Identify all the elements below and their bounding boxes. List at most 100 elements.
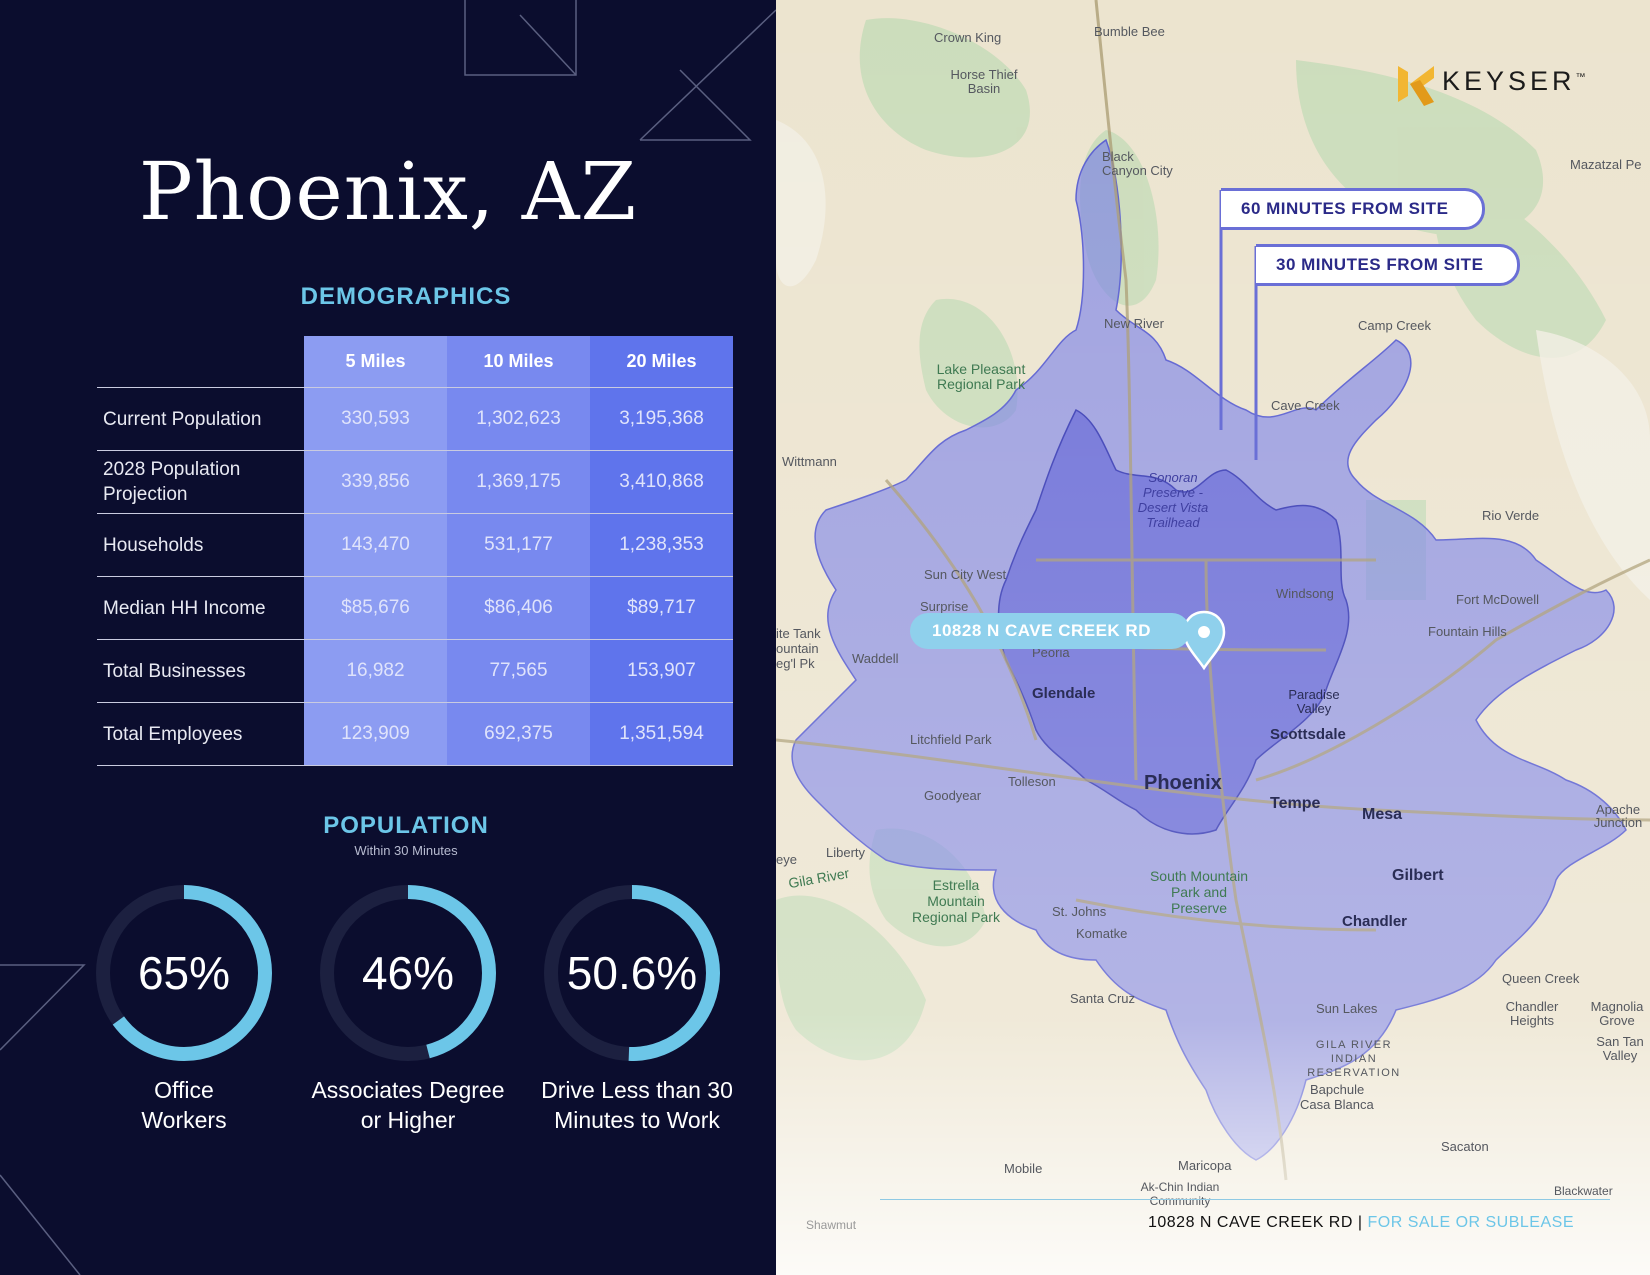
map-label: Sun Lakes: [1316, 1001, 1378, 1016]
map-label: ite Tank ountain eg'l Pk: [776, 626, 821, 671]
drive-time-map[interactable]: Crown King Bumble Bee Horse Thief Basin …: [776, 0, 1650, 1275]
map-label: Waddell: [852, 651, 899, 666]
map-label: Sun City West: [924, 567, 1007, 582]
table-cell: 1,302,623: [447, 387, 590, 451]
table-cell: $89,717: [590, 576, 733, 640]
column-header: 20 Miles: [590, 336, 733, 388]
stat-label-line: Associates Degree: [311, 1077, 505, 1103]
table-cell: 339,856: [304, 450, 447, 514]
ring-arc: [320, 885, 496, 1061]
table-cell: 531,177: [447, 513, 590, 577]
map-label: Ak-Chin Indian Community: [1140, 1180, 1220, 1208]
decorative-lines: [0, 0, 776, 1275]
table-row: Median HH Income $85,676 $86,406 $89,717: [97, 576, 733, 640]
footer-status: FOR SALE OR SUBLEASE: [1367, 1214, 1574, 1231]
map-label: GILA RIVER INDIAN RESERVATION: [1307, 1039, 1401, 1079]
table-corner: [97, 336, 304, 388]
map-label: Goodyear: [924, 788, 982, 803]
map-label: eye: [776, 852, 797, 867]
map-label: New River: [1104, 316, 1164, 331]
table-cell: 692,375: [447, 702, 590, 766]
map-label: Crown King: [934, 30, 1002, 45]
row-label: Median HH Income: [97, 576, 304, 640]
ring-chart: [544, 885, 720, 1061]
logo-word: KEYSER™: [1442, 66, 1590, 96]
table-row: Total Businesses 16,982 77,565 153,907: [97, 639, 733, 703]
table-cell: 3,410,868: [590, 450, 733, 514]
map-label: Camp Creek: [1358, 318, 1431, 333]
table-row: 2028 Population Projection 339,856 1,369…: [97, 450, 733, 514]
map-label: Sacaton: [1441, 1139, 1489, 1154]
map-label: Mazatzal Pe: [1570, 157, 1642, 172]
column-header: 5 Miles: [304, 336, 447, 388]
map-label: Sonoran Preserve -Desert Vista Trailhead: [1137, 470, 1209, 530]
map-label: Mesa: [1362, 806, 1403, 823]
map-label: Apache Junction: [1593, 802, 1643, 830]
stat-label-line: Workers: [141, 1107, 227, 1133]
row-label: Current Population: [97, 387, 304, 451]
map-label: Fort McDowell: [1456, 592, 1540, 607]
map-label: Horse Thief Basin: [950, 67, 1018, 96]
stat-ring: 65%: [94, 883, 274, 1063]
table-cell: 77,565: [447, 639, 590, 703]
footer-divider: [880, 1199, 1610, 1200]
stat-label: Associates Degree or Higher: [298, 1075, 518, 1135]
callout-30-minutes: 30 MINUTES FROM SITE: [1256, 244, 1521, 286]
table-cell: 143,470: [304, 513, 447, 577]
ring-chart: [96, 885, 272, 1061]
table-cell: 330,593: [304, 387, 447, 451]
row-label: Total Businesses: [97, 639, 304, 703]
stat-label-line: Office: [154, 1077, 214, 1103]
site-address-pill: 10828 N CAVE CREEK RD: [910, 613, 1190, 649]
ring-chart: [320, 885, 496, 1061]
stat-ring: 50.6%: [542, 883, 722, 1063]
keyser-logo: KEYSER™: [1394, 62, 1586, 106]
map-label: Casa Blanca: [1300, 1097, 1374, 1112]
map-label: Rio Verde: [1482, 508, 1540, 523]
table-cell: 153,907: [590, 639, 733, 703]
stat-label-line: Minutes to Work: [554, 1107, 720, 1133]
population-subheading: Within 30 Minutes: [354, 843, 458, 858]
stat-value: 46%: [361, 947, 455, 999]
map-label: Queen Creek: [1502, 971, 1580, 986]
map-label: Cave Creek: [1271, 398, 1340, 413]
map-label: Phoenix: [1144, 772, 1222, 794]
stat-value: 50.6%: [566, 947, 698, 999]
map-label: Liberty: [826, 845, 866, 860]
row-label: Total Employees: [97, 702, 304, 766]
stat-label-line: Drive Less than 30: [541, 1077, 733, 1103]
map-label: Wittmann: [782, 454, 837, 469]
stat-label-line: or Higher: [360, 1107, 456, 1133]
map-label: South Mountain Park and Preserve: [1149, 868, 1249, 916]
map-label: Mobile: [1004, 1161, 1043, 1176]
population-heading: POPULATION: [323, 812, 489, 839]
map-label: Gilbert: [1392, 867, 1444, 884]
map-label: Paradise Valley: [1288, 687, 1340, 716]
map-label: Blackwater: [1554, 1184, 1613, 1198]
map-label: Shawmut: [806, 1218, 857, 1232]
table-cell: 1,238,353: [590, 513, 733, 577]
stat-ring: 46%: [318, 883, 498, 1063]
map-label: Magnolia Grove: [1590, 999, 1644, 1028]
map-label: Lake Pleasant Regional Park: [936, 361, 1026, 392]
demographics-table: 5 Miles 10 Miles 20 Miles Current Popula…: [97, 336, 733, 766]
map-label: Estrella Mountain Regional Park: [912, 877, 1000, 925]
map-label: Black Canyon City: [1102, 149, 1173, 178]
left-panel: Phoenix, AZ DEMOGRAPHICS 5 Miles 10 Mile…: [0, 0, 776, 1275]
table-cell: 123,909: [304, 702, 447, 766]
column-header: 10 Miles: [447, 336, 590, 388]
page-title: Phoenix, AZ: [138, 145, 638, 238]
map-label: St. Johns: [1052, 904, 1107, 919]
map-label: Bumble Bee: [1094, 24, 1165, 39]
stat-label: Office Workers: [74, 1075, 294, 1135]
ring-arc: [96, 885, 272, 1061]
table-cell: 1,351,594: [590, 702, 733, 766]
map-label: Surprise: [920, 599, 969, 614]
table-cell: 1,369,175: [447, 450, 590, 514]
table-header-row: 5 Miles 10 Miles 20 Miles: [97, 336, 733, 388]
keyser-logo-icon: [1398, 66, 1434, 106]
demographics-heading: DEMOGRAPHICS: [300, 283, 512, 310]
map-graphic: [776, 0, 1650, 1275]
table-cell: $85,676: [304, 576, 447, 640]
stat-label: Drive Less than 30 Minutes to Work: [527, 1075, 747, 1135]
